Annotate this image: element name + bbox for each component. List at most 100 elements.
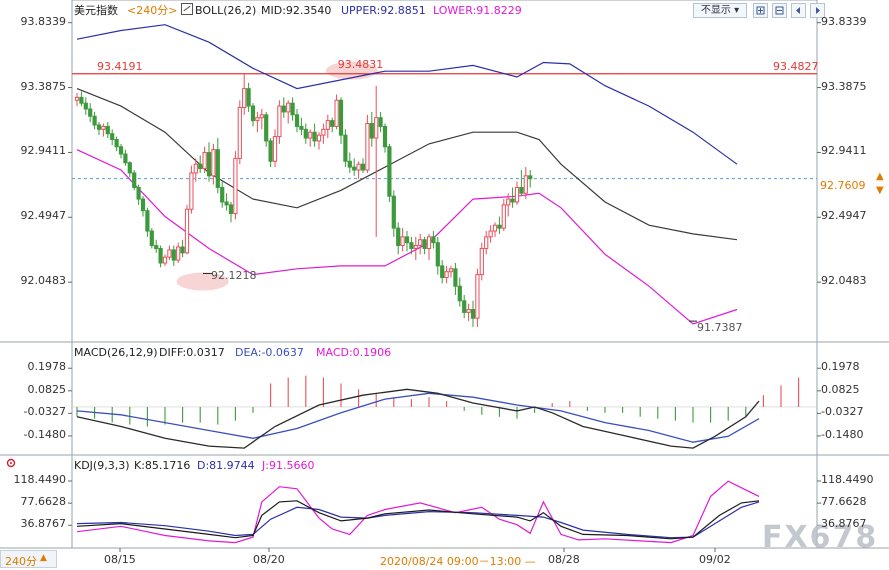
candle (484, 236, 489, 249)
candle (448, 268, 454, 273)
candle (312, 131, 317, 142)
boll-upper-value: UPPER:92.8851 (341, 4, 426, 17)
candle (118, 146, 124, 155)
hide-indicator-button[interactable]: 不显示 ▾ (693, 3, 747, 18)
candle (215, 149, 220, 188)
candle (237, 107, 242, 159)
date-label: 08/28 (548, 553, 580, 566)
candle (286, 102, 291, 113)
zoom-in-icon[interactable] (753, 3, 768, 18)
candle (136, 186, 141, 200)
candle (88, 108, 93, 117)
candle (277, 105, 282, 138)
candle (440, 265, 445, 279)
candle (180, 246, 185, 254)
price-tick-label: 92.4947 (20, 209, 67, 223)
candle (162, 256, 168, 264)
candle (189, 172, 194, 210)
scroll-left-icon[interactable] (791, 3, 806, 18)
candle (404, 236, 410, 244)
candle (422, 239, 427, 249)
candle (501, 204, 506, 229)
candle (444, 271, 449, 279)
candle (479, 247, 484, 276)
candle (514, 186, 520, 203)
price-tick-label: 92.9411 (821, 144, 867, 158)
kdj-tick-label: 77.6628 (20, 495, 67, 509)
candle (413, 245, 418, 249)
candle (321, 128, 326, 136)
price-tick-label: 92.0483 (20, 274, 67, 288)
candle (255, 117, 260, 122)
candle (475, 274, 480, 319)
kdj-settings-icon[interactable] (6, 458, 16, 468)
candle (426, 236, 432, 249)
candle (272, 136, 278, 162)
candle (510, 198, 515, 203)
macd-diff-value: DIFF:0.0317 (159, 346, 225, 359)
kdj-d-line (76, 501, 760, 539)
kdj-tick-label: 118.4490 (821, 472, 874, 486)
candle (294, 114, 300, 127)
low-price-label: 91.7387 (697, 321, 743, 335)
candle (338, 99, 344, 136)
candle (167, 249, 172, 258)
candle (105, 125, 110, 135)
dea-line (76, 392, 760, 443)
candle (140, 198, 146, 212)
candle (242, 88, 247, 109)
candle (127, 162, 132, 174)
candle (193, 163, 198, 174)
price-tick-label: 92.0483 (821, 274, 867, 288)
kdj-d-value: D:81.9744 (197, 459, 255, 472)
zoom-out-icon[interactable] (772, 3, 787, 18)
kdj-j-value: J:91.5660 (262, 459, 315, 472)
macd-tick-label: 0.1978 (821, 360, 860, 374)
period-up-arrow-icon: ▲ (40, 553, 47, 563)
candle (268, 140, 273, 162)
candle (352, 166, 357, 171)
candle (466, 308, 471, 313)
macd-tick-label: 0.1978 (27, 360, 67, 374)
candle (110, 133, 115, 140)
candle (418, 239, 423, 247)
macd-tick-label: -0.1480 (23, 427, 66, 441)
resistance-right-label: 93.4827 (773, 59, 819, 73)
macd-dea-value: DEA:-0.0637 (235, 346, 304, 359)
candle (176, 246, 181, 261)
resistance-left-label: 93.4191 (97, 59, 143, 73)
period-selector[interactable]: 240分 ▲ (0, 550, 57, 568)
candle (488, 230, 493, 238)
crosshair-time-label: 2020/08/24 09:00－13:00 — (380, 555, 536, 568)
candle (123, 153, 128, 164)
candle (211, 149, 216, 177)
candle (453, 268, 458, 287)
candle (233, 157, 238, 215)
price-tag-arrows-icon[interactable]: ▲ ▼ (876, 171, 884, 196)
current-price-tag: 92.7609 (818, 179, 868, 192)
candle (391, 195, 396, 229)
period-link[interactable]: <240分> (127, 4, 178, 17)
candle (462, 300, 467, 313)
candle (79, 96, 84, 104)
candle (202, 152, 207, 170)
low-marker (176, 272, 229, 291)
candle (470, 308, 476, 319)
kdj-label: KDJ(9,3,3) (74, 459, 130, 472)
scroll-right-icon[interactable] (810, 3, 825, 18)
candle (497, 224, 502, 229)
hide-button-label: 不显示 (700, 5, 731, 16)
candle (290, 102, 295, 116)
kdj-k-value: K:85.1716 (134, 459, 191, 472)
candle (132, 172, 137, 188)
candle (74, 96, 80, 101)
candle (360, 163, 366, 171)
candle (330, 120, 335, 127)
price-tick-label: 93.8339 (20, 14, 67, 28)
indicator-toggle-icon[interactable] (181, 3, 193, 15)
candle (281, 105, 286, 113)
diff-line (76, 388, 760, 449)
candle (506, 198, 511, 206)
